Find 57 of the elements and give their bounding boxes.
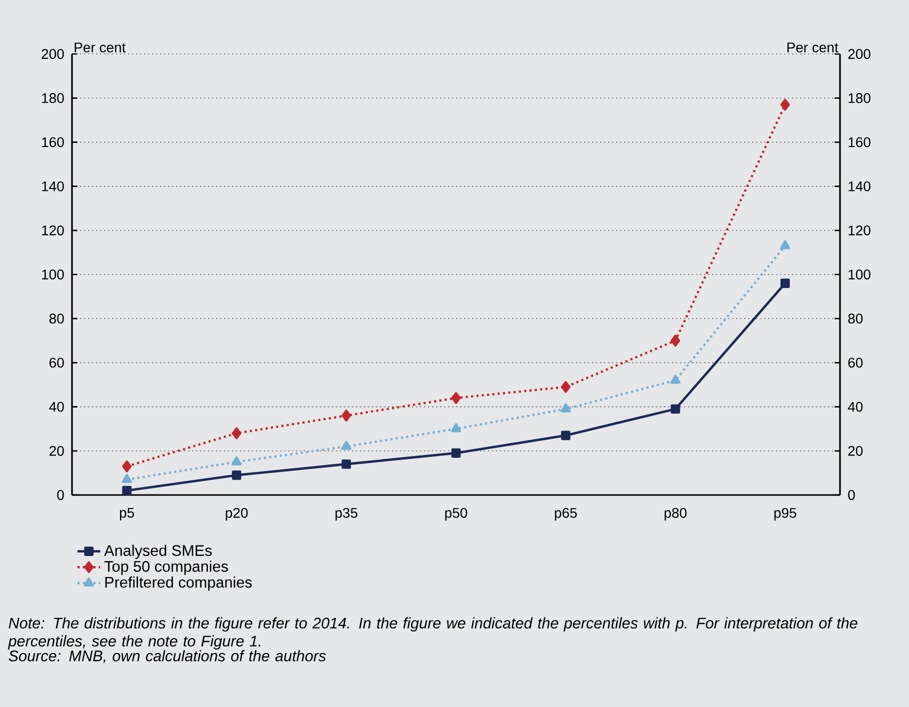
y-tick-label: 180 [42,93,64,104]
y-tick-label: 100 [42,270,64,280]
y2-tick-label: 100 [848,270,870,280]
point [232,470,242,480]
point [342,459,351,469]
point [780,278,790,288]
point [122,474,132,483]
legend-label: Prefiltered companies [105,576,252,591]
point [122,460,132,472]
text: Note: The distributions in the figure refer to 2014. In the figure we indicated the percentiles with p. For interpretation of the percentiles, see the note to Figure 1. [8,617,858,650]
point [342,410,352,422]
point [560,381,570,393]
x-tick-label: p50 [445,508,468,521]
source-note: Source: MNB, own calculations of the authors [8,650,326,664]
point [341,440,352,450]
y-tick-label: 0 [57,490,64,500]
x-tick-label: p35 [336,508,358,521]
point [561,430,570,440]
y2-tick-label: 60 [848,358,863,368]
point [450,423,462,432]
point [451,448,461,458]
point [780,240,790,250]
y2-tick-label: 0 [848,490,855,500]
y2-tick-label: 180 [848,93,870,104]
x-tick-label: p95 [774,508,796,521]
y2-tick-label: 160 [848,137,870,148]
y2-tick-label: 80 [848,314,863,324]
legend-label: Top 50 companies [104,560,228,575]
point [232,456,242,466]
y2-tick-label: 200 [848,49,870,59]
point [670,374,680,384]
y2-tick-label: 140 [848,181,870,192]
y2-tick-label: 20 [848,446,863,456]
x-tick-label: p80 [664,508,687,521]
x-tick-label: p20 [226,508,248,521]
point [670,334,680,347]
y-tick-label: 140 [42,181,64,192]
y-tick-label: 120 [42,225,64,236]
y-tick-label: 20 [50,446,64,456]
y-tick-label: 160 [42,137,64,148]
x-tick-label: p5 [120,508,134,520]
point [780,98,790,111]
point [122,486,132,496]
y2-axis-title: Per cent [787,42,838,52]
legend-label: Analysed SMEs [104,544,212,559]
y-axis-title: Per cent [74,42,126,52]
y-tick-label: 80 [49,314,64,324]
y2-tick-label: 40 [848,402,863,412]
y-tick-label: 40 [49,402,64,412]
y2-tick-label: 120 [848,225,870,236]
point [560,403,571,412]
point [451,392,461,404]
point [232,427,242,440]
x-tick-label: p65 [554,508,577,521]
y-tick-label: 60 [50,358,64,368]
point [670,404,680,414]
y-tick-label: 200 [42,49,64,59]
